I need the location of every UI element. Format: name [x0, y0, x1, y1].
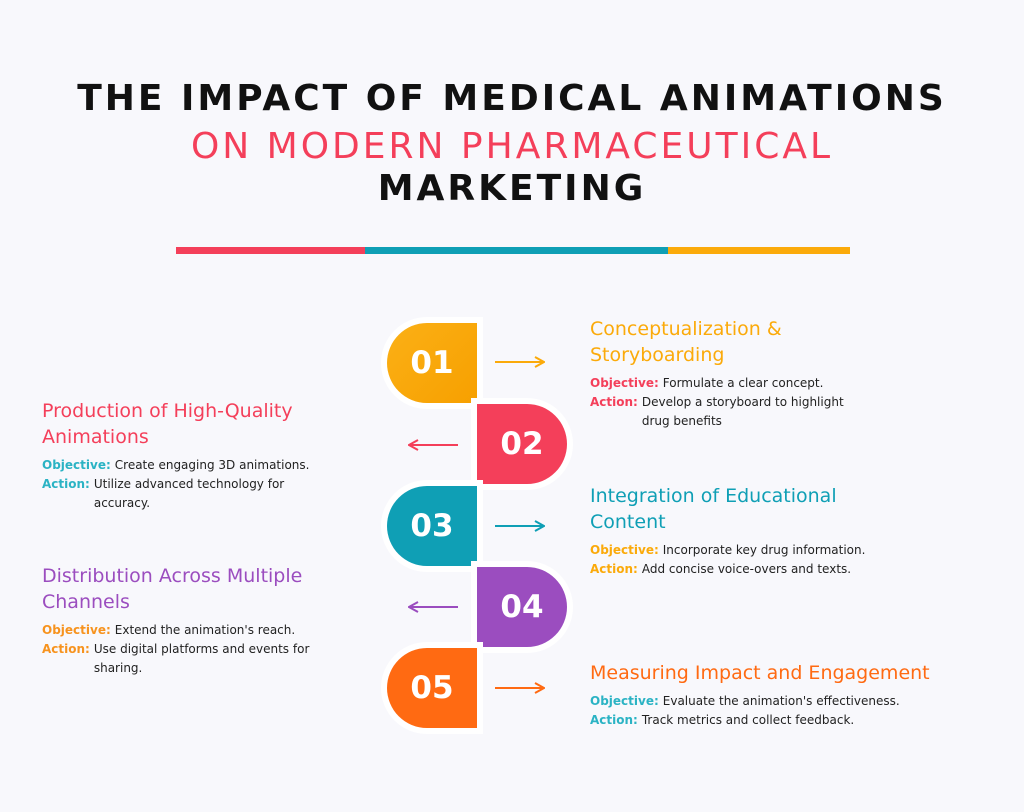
step-4-badge: 04 [477, 567, 567, 647]
objective-text: Create engaging 3D animations. [114, 458, 310, 472]
objective-text: Evaluate the animation's effectiveness. [662, 694, 900, 708]
divider-red [176, 247, 365, 254]
action-label: Action: [590, 395, 638, 409]
action-text: Add concise voice-overs and texts. [641, 562, 852, 576]
step-title: Measuring Impact and Engagement [590, 662, 930, 684]
divider-teal [365, 247, 668, 254]
step-title: Conceptualization & Storyboarding [590, 318, 782, 366]
step-2-badge: 02 [477, 404, 567, 484]
objective-label: Objective: [42, 458, 111, 472]
arrow-right-icon [495, 520, 545, 532]
action-text: Develop a storyboard to highlight drug b… [641, 395, 844, 428]
step-3-text: Integration of Educational Content Objec… [590, 483, 910, 579]
objective-text: Incorporate key drug information. [662, 543, 866, 557]
action-label: Action: [42, 477, 90, 491]
action-label: Action: [42, 642, 90, 656]
objective-label: Objective: [590, 543, 659, 557]
objective-label: Objective: [42, 623, 111, 637]
step-number: 01 [410, 345, 454, 381]
title-line-3: MARKETING [377, 168, 647, 209]
step-number: 04 [500, 589, 544, 625]
arrow-left-icon [408, 439, 458, 451]
action-text: Track metrics and collect feedback. [641, 713, 855, 727]
step-3-badge: 03 [387, 486, 477, 566]
action-label: Action: [590, 713, 638, 727]
step-number: 03 [410, 508, 454, 544]
action-text: Use digital platforms and events for sha… [93, 642, 310, 675]
step-5-text: Measuring Impact and Engagement Objectiv… [590, 660, 1010, 730]
step-number: 02 [500, 426, 544, 462]
arrow-left-icon [408, 601, 458, 613]
action-text: Utilize advanced technology for accuracy… [93, 477, 285, 510]
step-title: Integration of Educational Content [590, 485, 837, 533]
objective-label: Objective: [590, 376, 659, 390]
objective-text: Extend the animation's reach. [114, 623, 296, 637]
step-2-text: Production of High-Quality Animations Ob… [42, 398, 352, 513]
title-line-2: ON MODERN PHARMACEUTICAL [190, 126, 834, 167]
title-line-1: THE IMPACT OF MEDICAL ANIMATIONS [77, 78, 947, 119]
arrow-right-icon [495, 356, 545, 368]
action-label: Action: [590, 562, 638, 576]
step-1-text: Conceptualization & Storyboarding Object… [590, 316, 890, 431]
objective-label: Objective: [590, 694, 659, 708]
step-title: Production of High-Quality Animations [42, 400, 293, 448]
step-5-badge: 05 [387, 648, 477, 728]
step-4-text: Distribution Across Multiple Channels Ob… [42, 563, 352, 678]
objective-text: Formulate a clear concept. [662, 376, 824, 390]
step-title: Distribution Across Multiple Channels [42, 565, 303, 613]
step-number: 05 [410, 670, 454, 706]
divider-yellow [668, 247, 850, 254]
arrow-right-icon [495, 682, 545, 694]
step-1-badge: 01 [387, 323, 477, 403]
